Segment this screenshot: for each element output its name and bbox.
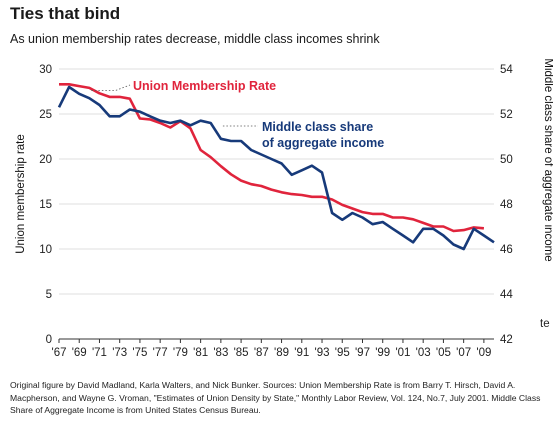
left-tick-label: 30 — [39, 64, 52, 76]
right-tick-label: 50 — [500, 154, 513, 166]
x-tick-label: '01 — [395, 347, 410, 359]
left-axis-title: Union membership rate — [15, 134, 27, 254]
right-tick-label: 54 — [500, 64, 513, 76]
x-tick-label: '71 — [92, 347, 107, 359]
chart-title: Ties that bind — [10, 4, 121, 23]
x-tick-label: '07 — [456, 347, 471, 359]
left-tick-label: 25 — [39, 109, 52, 121]
gridlines — [59, 68, 494, 295]
left-tick-label: 0 — [46, 334, 52, 346]
line-chart: '67 '69 '71 '73 '75 '77 '79 '81 '83 '85 '87 '89 '91 '… — [15, 58, 553, 359]
x-tick-label: '93 — [315, 347, 330, 359]
x-tick-label: '67 — [52, 347, 67, 359]
right-axis-ticks: 42 44 46 48 50 52 54 — [500, 64, 513, 346]
x-tick-label: '91 — [294, 347, 309, 359]
chart-subtitle: As union membership rates decrease, midd… — [10, 32, 380, 46]
x-tick-label: '81 — [193, 347, 208, 359]
x-tick-label: '79 — [173, 347, 188, 359]
left-axis-ticks: 0 5 10 15 20 25 30 — [39, 64, 52, 346]
right-tick-label: 52 — [500, 109, 513, 121]
right-tick-label: 46 — [500, 244, 513, 256]
left-tick-label: 20 — [39, 154, 52, 166]
x-tick-label: '87 — [254, 347, 269, 359]
stray-text: te — [540, 318, 550, 330]
x-tick-label: '73 — [112, 347, 127, 359]
middle-class-series-label: Middle class share — [262, 120, 373, 134]
union-membership-line — [59, 83, 485, 233]
right-axis-title: Middle class share of aggregate income — [542, 58, 553, 261]
x-tick-label: '85 — [234, 347, 249, 359]
right-tick-label: 44 — [500, 289, 513, 301]
left-tick-label: 5 — [46, 289, 52, 301]
x-tick-label: '69 — [72, 347, 87, 359]
x-tick-label: '95 — [335, 347, 350, 359]
x-axis-ticks: '67 '69 '71 '73 '75 '77 '79 '81 '83 '85 '87 '89 '91 '… — [52, 339, 491, 359]
x-tick-label: '97 — [355, 347, 370, 359]
x-tick-label: '77 — [153, 347, 168, 359]
series-lines — [57, 83, 495, 251]
x-tick-label: '99 — [375, 347, 390, 359]
x-tick-label: '09 — [476, 347, 491, 359]
union-series-label: Union Membership Rate — [133, 79, 276, 93]
series-labels: Union Membership Rate Middle class share o… — [91, 79, 384, 150]
x-tick-label: '05 — [436, 347, 451, 359]
source-note: Original figure by David Madland, Karla … — [10, 380, 541, 415]
union-leader-line — [91, 84, 131, 91]
middle-class-share-line — [57, 85, 495, 251]
left-tick-label: 15 — [39, 199, 52, 211]
x-tick-label: '75 — [132, 347, 147, 359]
x-tick-label: '03 — [416, 347, 431, 359]
right-tick-label: 48 — [500, 199, 513, 211]
right-tick-label: 42 — [500, 334, 513, 346]
left-tick-label: 10 — [39, 244, 52, 256]
middle-class-series-label: of aggregate income — [262, 136, 384, 150]
x-tick-label: '89 — [274, 347, 289, 359]
x-tick-label: '83 — [213, 347, 228, 359]
